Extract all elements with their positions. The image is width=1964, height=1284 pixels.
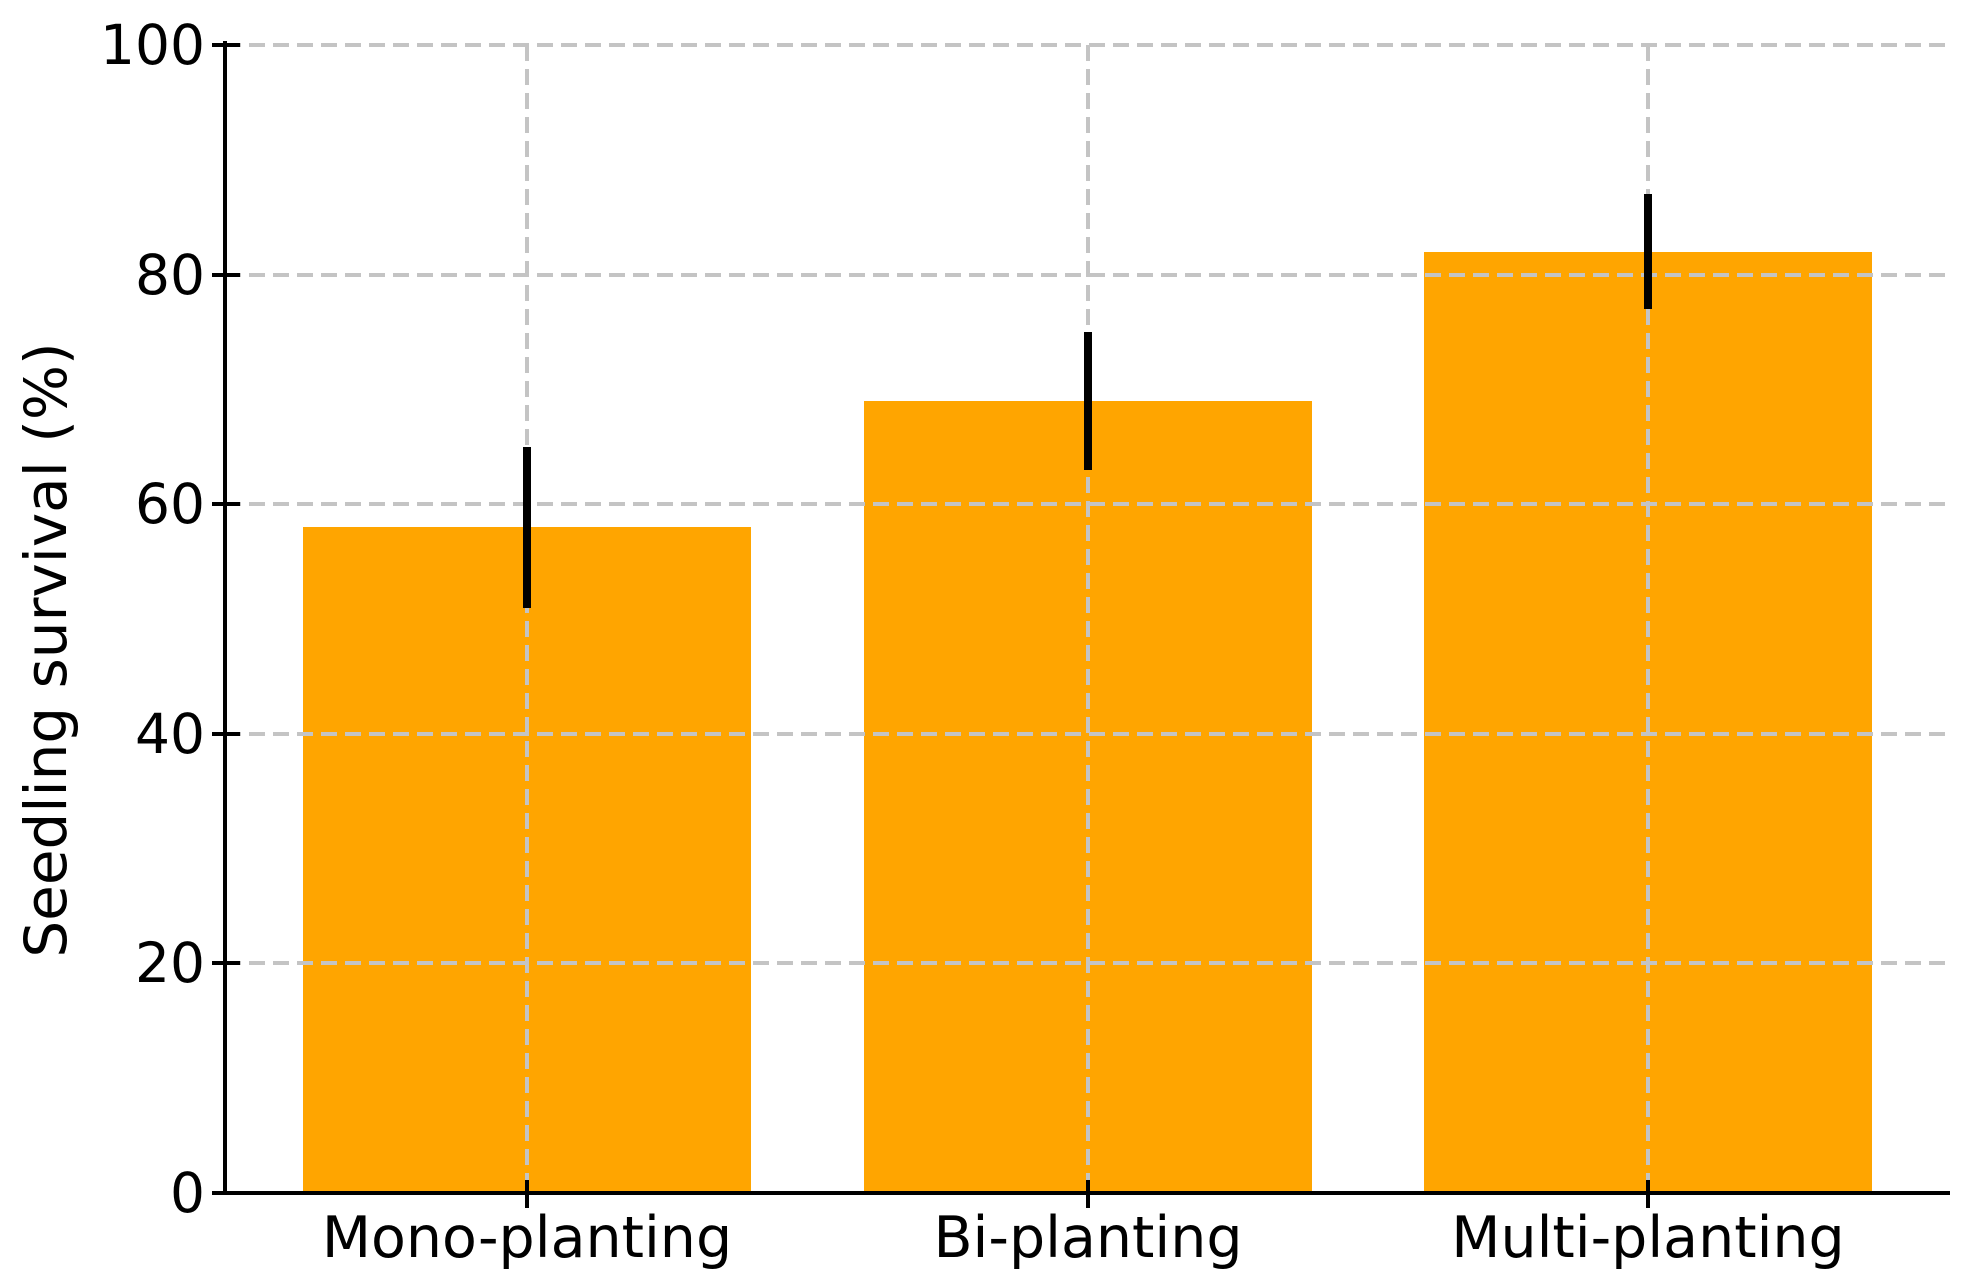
y-tick-mark <box>212 272 240 277</box>
y-tick-mark <box>212 43 240 47</box>
x-tick-mark <box>1645 1180 1650 1208</box>
x-gridline <box>525 45 530 1193</box>
y-tick-mark <box>212 502 240 507</box>
y-tick-label: 80 <box>135 242 205 307</box>
x-tick-label: Mono-planting <box>321 1205 733 1271</box>
x-tick-mark <box>525 1180 530 1208</box>
y-tick-mark <box>212 1191 240 1195</box>
x-gridline <box>1085 45 1090 1193</box>
y-axis-spine <box>223 41 227 1195</box>
y-tick-label: 20 <box>135 931 205 996</box>
y-tick-mark <box>212 731 240 736</box>
x-tick-label: Multi-planting <box>1451 1205 1845 1271</box>
y-tick-label: 60 <box>135 472 205 537</box>
error-bar <box>1644 194 1652 310</box>
x-tick-label: Bi-planting <box>933 1205 1243 1271</box>
y-axis-label: Seedling survival (%) <box>12 342 80 958</box>
y-tick-mark <box>212 961 240 966</box>
x-gridline <box>1645 45 1650 1193</box>
x-tick-mark <box>1085 1180 1090 1208</box>
y-tick-label: 0 <box>170 1161 205 1225</box>
y-tick-label: 40 <box>135 701 205 766</box>
error-bar <box>523 446 531 608</box>
y-tick-label: 100 <box>100 13 205 77</box>
error-bar <box>1084 332 1092 470</box>
